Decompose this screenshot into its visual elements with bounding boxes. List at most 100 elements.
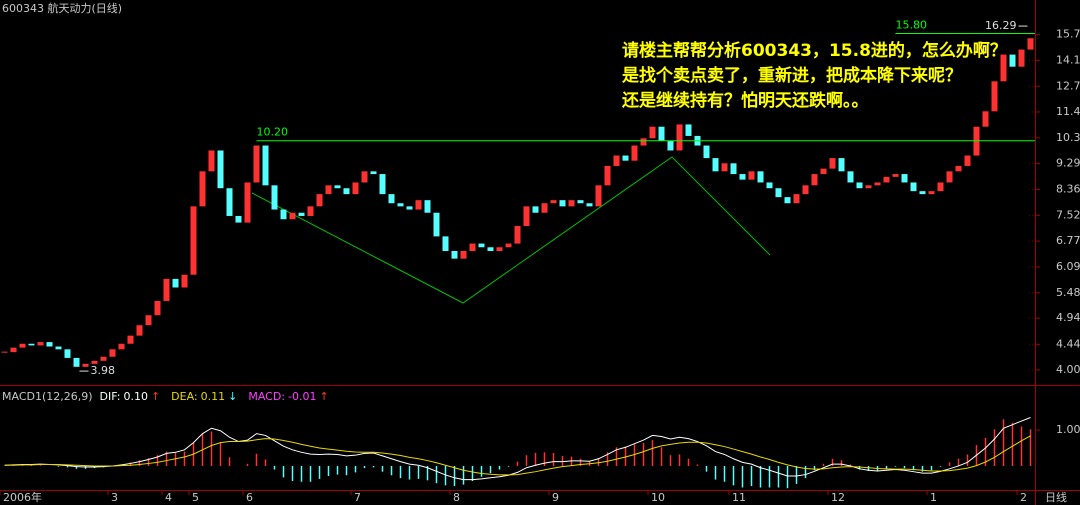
y-tick-label: 6.09 [1056,260,1080,273]
candle [10,347,17,353]
candle [865,185,872,189]
candle [469,243,476,251]
candle [442,236,449,251]
candle [271,185,278,210]
y-tick-label: 12.74 [1056,79,1080,92]
candle [838,158,845,172]
candle [397,203,404,207]
annotation: 16.29 [985,19,1017,32]
candle [928,191,935,195]
candle [316,194,323,207]
candle [505,243,512,248]
candle [496,247,503,251]
candle [1018,49,1025,67]
y-tick-label: 11.47 [1056,105,1080,118]
candle [730,163,737,175]
y-tick-label: 4.94 [1056,311,1080,324]
candle [892,174,899,177]
candle [388,194,395,204]
candle [73,357,80,367]
x-tick-label: 9 [552,491,559,504]
candle [415,200,422,210]
candle [991,81,998,112]
candle [244,182,251,223]
legend-name: DIF: [100,390,121,403]
legend-trend: ↑ [320,390,329,403]
candle [559,200,566,207]
macd-line [4,435,1031,476]
candle [109,349,116,357]
candle [118,343,125,350]
candle [181,274,188,288]
candle [568,200,575,207]
x-tick-label: 7 [354,491,361,504]
candle [1000,54,1007,82]
candle [361,171,368,183]
candle [640,138,647,146]
candle [307,206,314,216]
candle [217,150,224,189]
candle [955,165,962,172]
y-tick-label: 8.36 [1056,182,1080,195]
candle [856,182,863,189]
candle [739,174,746,180]
candle [883,176,890,183]
candle [334,185,341,189]
candle [622,155,629,161]
y-tick-label: 15.73 [1056,28,1080,41]
x-tick-label: 10 [651,491,665,504]
legend-trend: ↑ [151,390,160,403]
y-tick-label: 4.44 [1056,337,1080,350]
candle [802,185,809,195]
candle [55,346,62,350]
candle [514,225,521,244]
candle [604,165,611,186]
x-tick-label: 2 [1020,491,1027,504]
period-label: 日线 [1045,490,1067,504]
candle [127,335,134,344]
candle [28,343,35,346]
x-tick-label: 12 [831,491,845,504]
trend-line [251,156,771,304]
candle [748,171,755,180]
candle [262,145,269,186]
candle [1027,38,1034,50]
y-tick-label: 5.48 [1056,286,1080,299]
candle [631,145,638,161]
candle [685,124,692,136]
candle [82,363,89,367]
candle [874,182,881,186]
chart-title: 600343 航天动力(日线) [2,1,122,15]
candle [550,200,557,204]
candle [595,185,602,207]
x-tick-label: 1 [930,491,937,504]
candle [406,206,413,210]
candle [712,158,719,172]
candle [154,300,161,316]
annotation: 15.80 [896,19,928,32]
candle [784,197,791,204]
candle [676,124,683,151]
candle [253,145,260,183]
candle [937,182,944,192]
candle [37,342,44,346]
legend-trend: ↓ [228,390,237,403]
candle [757,171,764,183]
y-tick-label: 1.00 [1056,423,1080,436]
y-tick-label: 6.77 [1056,234,1080,247]
candle [379,174,386,195]
candle [613,155,620,166]
candle [649,126,656,139]
candle [478,243,485,248]
y-tick-label: 14.16 [1056,53,1080,66]
macd-line [4,417,1031,481]
candle [460,250,467,259]
candle [946,171,953,183]
candle [100,356,107,361]
candle [964,155,971,166]
candle [721,163,728,172]
y-tick-label: 4.00 [1056,363,1080,376]
candle [280,209,287,220]
legend-name: DEA: [171,390,197,403]
